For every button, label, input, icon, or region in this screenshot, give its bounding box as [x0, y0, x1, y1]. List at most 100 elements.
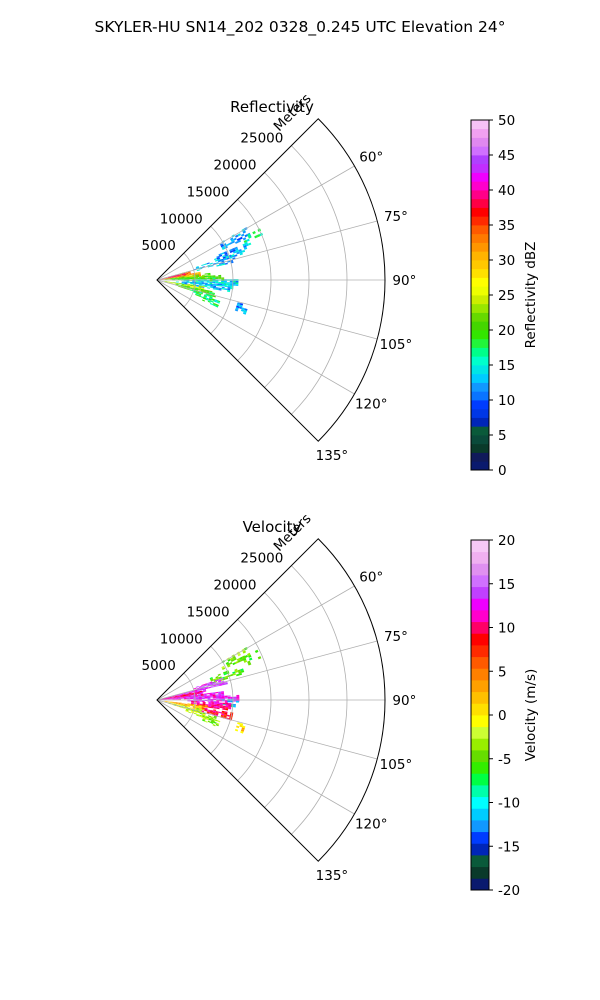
radar-gate — [191, 693, 195, 696]
radar-gate — [208, 717, 213, 720]
radar-gate — [213, 704, 217, 707]
radar-gate — [202, 702, 206, 705]
radar-gate — [183, 277, 187, 279]
radar-gate — [228, 707, 232, 710]
radar-gate — [243, 239, 248, 243]
radar-gate — [186, 286, 190, 288]
radar-gate — [178, 703, 182, 705]
radar-gate — [221, 683, 226, 686]
radar-gate — [198, 286, 202, 288]
radar-gate — [202, 713, 206, 716]
radar-gate — [205, 298, 209, 301]
radar-gate — [236, 694, 240, 697]
radar-gate — [219, 702, 223, 705]
colorbar-segment — [471, 796, 489, 809]
radar-gate — [246, 238, 250, 242]
radar-gate — [230, 700, 234, 703]
radar-gate — [169, 696, 173, 698]
radar-gate — [237, 302, 241, 305]
radar-gate — [197, 271, 201, 274]
radar-gate — [195, 281, 199, 283]
radar-gate — [208, 702, 212, 704]
radar-gate — [221, 282, 224, 284]
radar-gate — [205, 687, 209, 690]
radar-gate — [199, 711, 204, 714]
radar-gate — [190, 275, 194, 277]
radar-gate — [232, 672, 237, 676]
radar-gate — [199, 712, 203, 715]
radar-gate — [203, 694, 207, 696]
radar-gate — [224, 262, 228, 265]
radar-patch — [175, 281, 234, 293]
radar-gate — [197, 289, 201, 291]
radar-gate — [234, 308, 239, 312]
radar-gate — [200, 689, 204, 691]
radar-gate — [229, 250, 234, 254]
radar-gate — [174, 696, 178, 698]
radar-gate — [239, 236, 243, 240]
radar-gate — [218, 676, 222, 679]
radar-gate — [200, 276, 204, 278]
colorbar-segment — [471, 645, 489, 658]
radar-gate — [215, 287, 219, 289]
radar-gate — [184, 284, 188, 286]
radar-gate — [212, 681, 216, 684]
radar-gate — [188, 693, 192, 695]
radar-gate — [172, 702, 176, 704]
radar-gate — [202, 688, 206, 691]
colorbar-segment — [471, 820, 489, 833]
radar-gate — [169, 698, 173, 700]
radar-gate — [201, 264, 205, 267]
radar-gate — [209, 280, 213, 282]
radar-gate — [210, 716, 214, 719]
radar-gate — [209, 302, 214, 306]
azimuth-tick-label: 75° — [384, 629, 408, 645]
radar-gate — [224, 701, 228, 703]
colorbar-segment — [471, 691, 489, 704]
radar-gate — [209, 676, 213, 680]
radar-gate — [212, 295, 216, 298]
colorbar-segment — [471, 703, 489, 716]
radar-gate — [192, 280, 196, 282]
radar-gate — [180, 278, 184, 280]
radar-gate — [213, 285, 217, 288]
radar-gate — [198, 284, 202, 286]
radar-gate — [181, 284, 185, 287]
radar-gate — [174, 695, 178, 697]
radar-gate — [180, 275, 184, 277]
radar-gate — [228, 706, 232, 708]
radar-gate — [189, 273, 193, 275]
radar-gate — [180, 277, 184, 279]
radar-gate — [211, 292, 216, 295]
range-tick-label: 10000 — [160, 211, 203, 227]
radar-gate — [211, 719, 215, 722]
radar-gate — [176, 274, 180, 276]
radar-gate — [186, 273, 190, 276]
radar-gate — [181, 283, 185, 284]
radar-gate — [182, 273, 186, 275]
radar-gate — [216, 283, 220, 285]
radar-gate — [233, 237, 237, 241]
radar-gate — [210, 679, 214, 682]
radar-gate — [221, 712, 225, 715]
radar-gate — [182, 694, 186, 696]
azimuth-spoke — [156, 279, 355, 395]
azimuth-spoke — [156, 699, 355, 815]
radar-gate — [218, 274, 222, 277]
radar-gate — [164, 281, 168, 283]
radar-patch — [234, 722, 246, 734]
radar-gate — [175, 702, 179, 704]
radar-gate — [184, 283, 188, 285]
colorbar-segment — [471, 391, 489, 401]
radar-gate — [197, 688, 201, 691]
radar-gate — [227, 696, 231, 699]
radar-gate — [185, 694, 189, 696]
radar-gate — [195, 686, 199, 688]
radar-gate — [248, 235, 252, 239]
radar-gate — [239, 722, 244, 726]
radar-gate — [198, 698, 202, 700]
radar-gate — [170, 702, 174, 703]
radar-gate — [210, 294, 214, 297]
radar-gate — [171, 696, 175, 698]
radar-gate — [192, 276, 196, 278]
